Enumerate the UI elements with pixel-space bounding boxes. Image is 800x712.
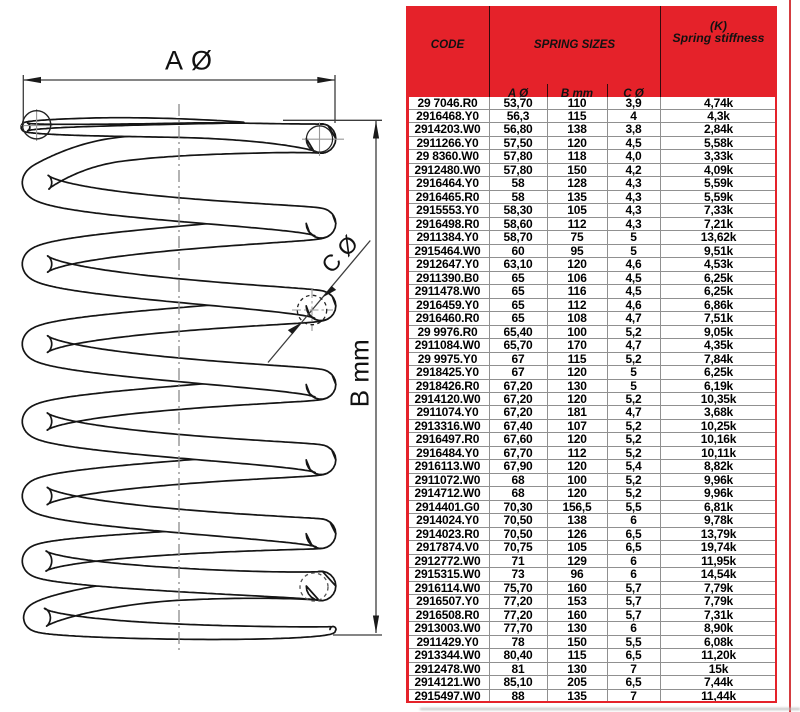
svg-text:B mm: B mm [344,339,374,407]
svg-text:A Ø: A Ø [165,46,213,76]
